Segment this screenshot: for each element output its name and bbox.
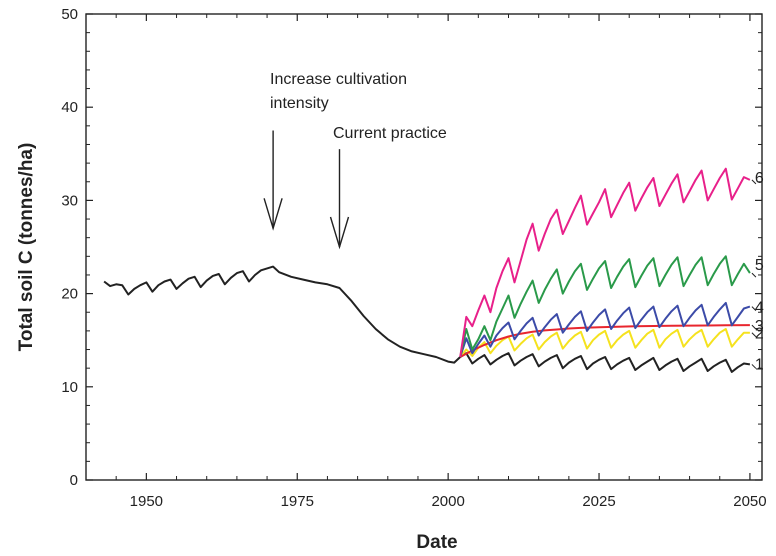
series-line-3 — [459, 324, 750, 358]
x-tick-label-2025: 2025 — [582, 493, 615, 510]
x-tick-label-2000: 2000 — [431, 493, 464, 510]
series-line-1 — [459, 352, 751, 373]
plot-frame — [85, 13, 763, 481]
x-tick-label-2050: 2050 — [733, 493, 766, 510]
y-tick-label-10: 10 — [61, 379, 78, 396]
annotation-text-0-0: Increase cultivation — [270, 71, 407, 88]
series-label-4: 4 — [755, 300, 764, 317]
plot-border — [85, 13, 763, 481]
y-tick-label-30: 30 — [61, 192, 78, 209]
annotation-arrow-head-1 — [329, 216, 350, 250]
annotation-text-0-1: intensity — [270, 95, 329, 112]
series-end-labels: 1 234 5 6 — [751, 170, 764, 374]
series-label-leader-1 — [751, 364, 757, 369]
series-label-2: 2 — [755, 326, 764, 343]
series-line-6 — [459, 167, 751, 358]
y-tick-label-50: 50 — [61, 6, 78, 23]
y-tick-label-0: 0 — [70, 472, 78, 489]
series-line-4 — [459, 301, 751, 358]
series-line-5 — [459, 255, 751, 358]
series-label-leader-2 — [751, 332, 757, 338]
series-label-leader-3 — [751, 324, 757, 330]
series-label-leader-5 — [751, 272, 757, 278]
axis-ticks: 1950 1975 2000 2025 2050 0 10 20 30 40 50 — [61, 6, 766, 510]
series-label-5: 5 — [755, 257, 764, 274]
series-line-2 — [459, 328, 750, 358]
series-line-historical — [103, 265, 461, 364]
series-lines — [103, 167, 751, 373]
x-axis-title: Date — [416, 532, 457, 553]
annotation-arrow-head-0 — [263, 198, 283, 231]
y-tick-label-40: 40 — [61, 99, 78, 116]
series-label-leader-4 — [751, 306, 757, 312]
series-label-leader-6 — [751, 179, 757, 185]
series-label-6: 6 — [755, 170, 764, 187]
x-tick-label-1950: 1950 — [130, 493, 163, 510]
series-label-1: 1 — [755, 357, 764, 374]
annotation-text-1-0: Current practice — [333, 125, 447, 142]
y-axis-title: Total soil C (tonnes/ha) — [16, 143, 37, 352]
series-label-3: 3 — [755, 318, 764, 335]
y-tick-label-20: 20 — [61, 286, 78, 303]
x-tick-label-1975: 1975 — [281, 493, 314, 510]
